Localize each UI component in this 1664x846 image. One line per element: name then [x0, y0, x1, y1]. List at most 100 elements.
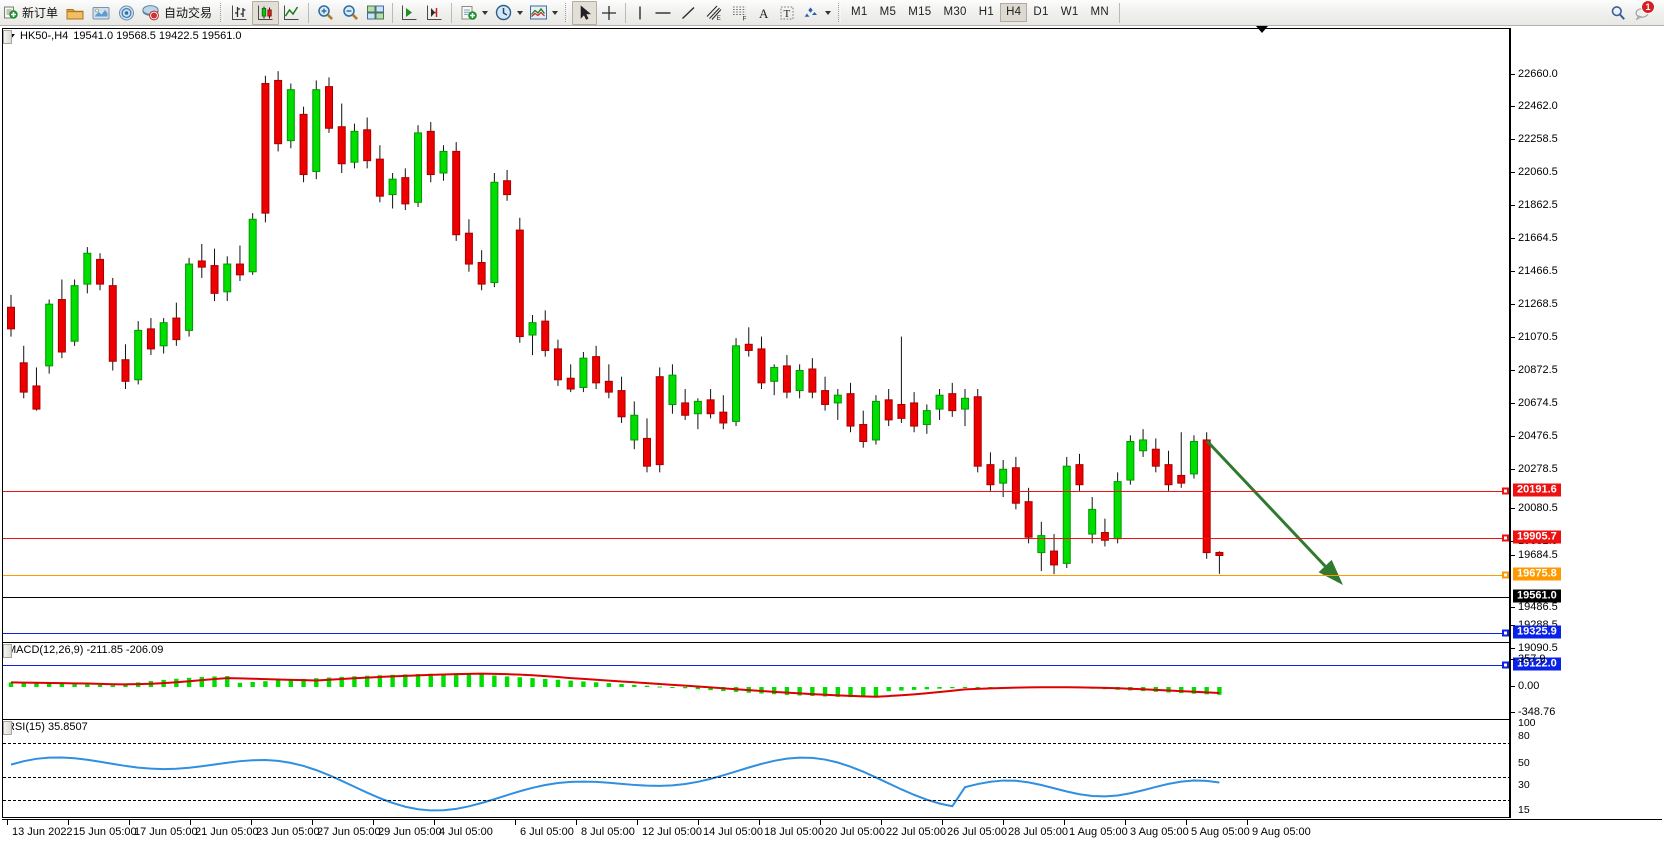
level-handle-pending-order[interactable] [1502, 571, 1509, 579]
bar-chart-button[interactable] [227, 1, 252, 25]
horizontal-line-button[interactable] [650, 1, 676, 25]
trend-line-icon [679, 4, 698, 22]
timeframe-mn[interactable]: MN [1090, 6, 1110, 18]
trend-line-button[interactable] [676, 1, 701, 25]
add-indicator-button[interactable] [456, 1, 491, 25]
level-handle-support-lower[interactable] [1502, 661, 1509, 669]
macd-scale-label: -348.76 [1518, 706, 1556, 718]
price-tick-mark [1511, 74, 1515, 75]
time-axis[interactable]: 13 Jun 2022 15 Jun 05:00 17 Jun 05:00 21 Ju… [2, 819, 1662, 846]
price-label-resistance-lower[interactable]: 19905.7 [1513, 530, 1561, 544]
time-tick-mark [1186, 820, 1187, 825]
cursor-button[interactable] [572, 0, 598, 25]
time-tick-mark [820, 820, 821, 825]
price-label-support-upper[interactable]: 19325.9 [1513, 625, 1561, 639]
templates-button[interactable] [526, 1, 561, 25]
broadcast-button[interactable] [114, 1, 139, 25]
timeframe-w1[interactable]: W1 [1060, 6, 1079, 18]
price-tick-label: 22060.5 [1518, 166, 1558, 178]
time-tick-label: 23 Jun 05:00 [256, 826, 320, 838]
timeframe-m5[interactable]: M5 [879, 6, 897, 18]
pane-grabber-price[interactable] [3, 30, 12, 44]
timeframe-m15[interactable]: M15 [908, 6, 932, 18]
zoom-out-button[interactable] [338, 1, 363, 25]
svg-text:T: T [784, 8, 791, 20]
tile-windows-button[interactable] [363, 1, 388, 25]
period-button[interactable] [491, 1, 526, 25]
price-tick-mark [1511, 555, 1515, 556]
time-tick-label: 15 Jun 05:00 [73, 826, 137, 838]
equidistant-channel-icon: E [704, 3, 724, 22]
time-tick-mark [190, 820, 191, 825]
chevron-down-icon[interactable] [482, 10, 489, 15]
level-line-resistance-upper[interactable] [3, 491, 1509, 492]
vertical-line-button[interactable] [630, 1, 650, 25]
candlestick-chart-icon [256, 3, 275, 22]
timeframe-m1[interactable]: M1 [851, 6, 868, 18]
folder-button[interactable] [62, 1, 88, 25]
price-scale[interactable]: 22660.0 22462.0 22258.5 22060.5 21862.5 21664… [1510, 28, 1662, 818]
search-button[interactable] [1606, 1, 1630, 25]
time-tick-mark [68, 820, 69, 825]
signals-button[interactable] [88, 1, 114, 25]
zoom-in-icon [316, 3, 335, 22]
level-handle-resistance-lower[interactable] [1502, 534, 1509, 542]
macd-label: MACD(12,26,9) -211.85 -206.09 [7, 644, 164, 656]
timeframe-m30[interactable]: M30 [943, 6, 967, 18]
text-button[interactable]: A [753, 1, 775, 25]
price-label-last-price[interactable]: 19561.0 [1513, 589, 1561, 603]
main-price-pane[interactable]: HK50-,H4 19541.0 19568.5 19422.5 19561.0… [2, 28, 1510, 818]
zoom-in-button[interactable] [313, 1, 338, 25]
line-chart-icon [282, 3, 301, 22]
equidistant-channel-button[interactable]: E [701, 1, 727, 25]
level-handle-support-upper[interactable] [1502, 629, 1509, 637]
shift-end-button[interactable] [397, 1, 422, 25]
timeframe-d1[interactable]: D1 [1033, 6, 1049, 18]
price-tick-label: 19090.5 [1518, 642, 1558, 654]
candlestick-chart-button[interactable] [252, 0, 280, 25]
time-tick-label: 1 Aug 05:00 [1069, 826, 1128, 838]
level-line-support-upper[interactable] [3, 633, 1509, 634]
price-tick-mark [1511, 172, 1515, 173]
chevron-down-icon[interactable] [825, 10, 832, 15]
trend-arrow-annotation[interactable] [3, 29, 1510, 818]
rsi-scale-label: 100 [1518, 717, 1536, 729]
level-line-pending-order[interactable] [3, 575, 1509, 576]
pane-grabber-macd[interactable] [3, 644, 12, 658]
line-chart-button[interactable] [279, 1, 304, 25]
time-tick-label: 20 Jul 05:00 [825, 826, 885, 838]
time-tick-mark [1003, 820, 1004, 825]
price-label-support-lower[interactable]: 19122.0 [1513, 657, 1561, 671]
level-handle-resistance-upper[interactable] [1502, 487, 1509, 495]
chevron-down-icon[interactable] [552, 10, 559, 15]
svg-text:A: A [759, 6, 769, 21]
level-line-resistance-lower[interactable] [3, 538, 1509, 539]
crosshair-icon [600, 4, 618, 22]
price-tick-mark [1511, 337, 1515, 338]
price-tick-mark [1511, 304, 1515, 305]
shapes-button[interactable] [799, 1, 834, 25]
fibonacci-button[interactable]: F [727, 1, 753, 25]
text-label-button[interactable]: T [775, 1, 799, 25]
notification-button[interactable]: 1 [1630, 0, 1656, 25]
auto-scroll-button[interactable] [422, 1, 447, 25]
price-label-pending-order[interactable]: 19675.8 [1513, 567, 1561, 581]
new-order-button[interactable]: 新订单 [0, 1, 62, 25]
time-tick-label: 27 Jun 05:00 [317, 826, 381, 838]
level-line-support-lower[interactable] [3, 665, 1509, 666]
timeframe-h4[interactable]: H4 [1000, 3, 1028, 22]
chart-top-marker-icon [1256, 26, 1268, 33]
crosshair-button[interactable] [597, 1, 621, 25]
timeframe-h1[interactable]: H1 [978, 6, 995, 18]
chevron-down-icon[interactable] [517, 10, 524, 15]
signals-icon [91, 4, 111, 22]
toolbar-separator-1 [220, 3, 224, 22]
auto-trading-button[interactable]: 自动交易 [139, 1, 216, 25]
pane-grabber-rsi[interactable] [3, 721, 12, 735]
auto-trading-icon [141, 4, 161, 22]
price-tick-mark [1511, 139, 1515, 140]
price-label-resistance-upper[interactable]: 20191.6 [1513, 483, 1561, 497]
broadcast-icon [117, 4, 136, 22]
bar-chart-icon [230, 3, 249, 22]
level-line-last-price[interactable] [3, 597, 1509, 598]
